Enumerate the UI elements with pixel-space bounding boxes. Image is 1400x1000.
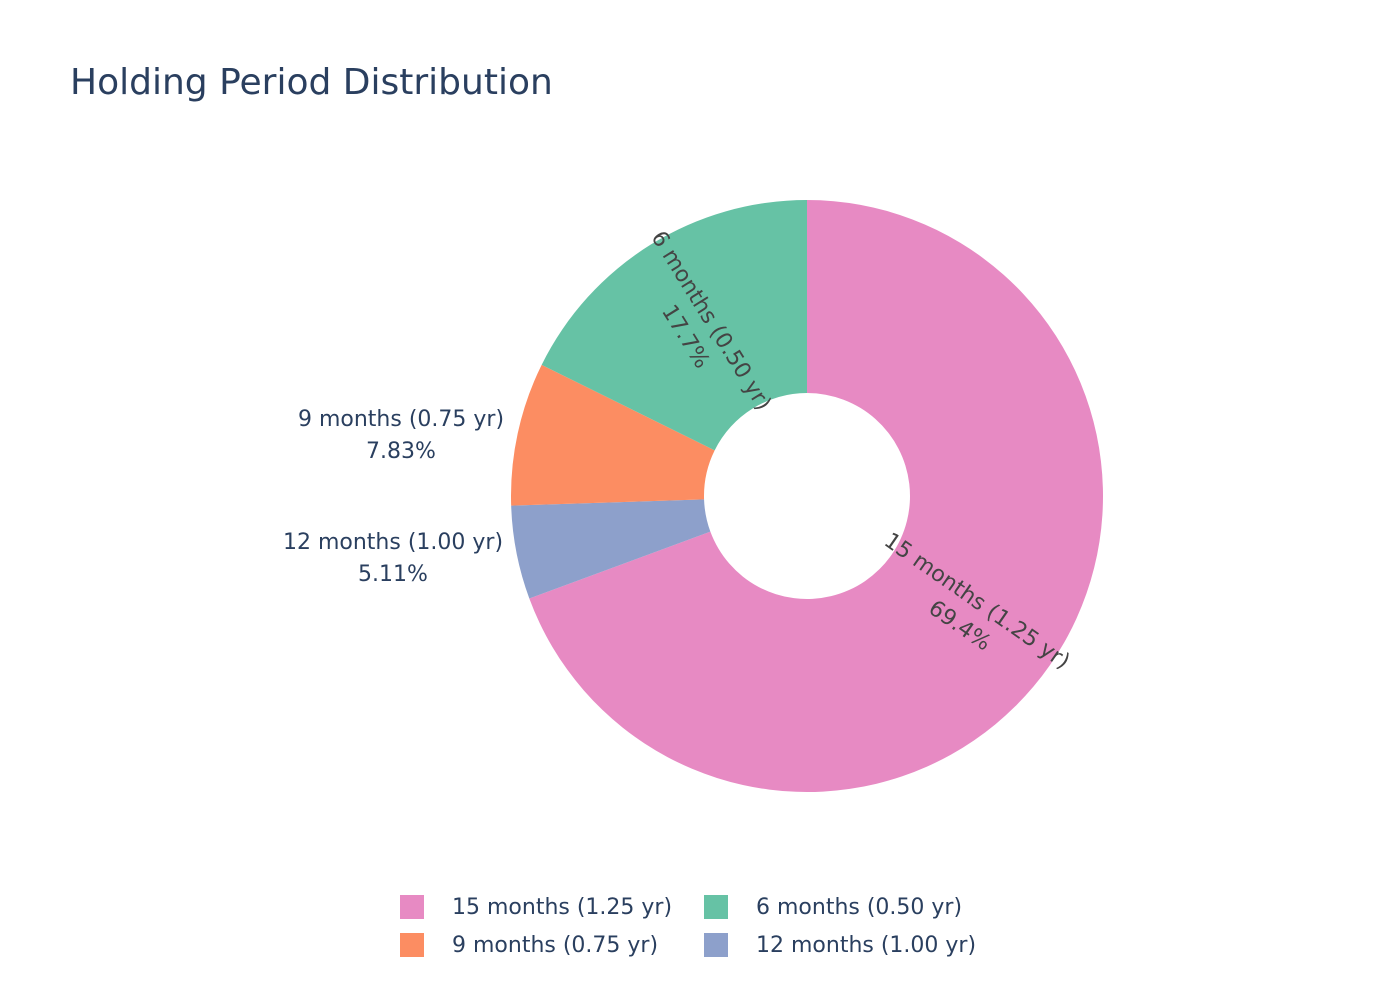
legend-item[interactable]: 9 months (0.75 yr): [400, 931, 704, 959]
slice-percent: 7.83%: [366, 439, 436, 464]
legend-item[interactable]: 15 months (1.25 yr): [400, 893, 704, 921]
legend-label: 6 months (0.50 yr): [756, 894, 963, 920]
slice-label: 12 months (1.00 yr): [283, 530, 503, 555]
legend-swatch: [704, 933, 728, 957]
legend-item[interactable]: 6 months (0.50 yr): [704, 893, 984, 921]
legend-label: 15 months (1.25 yr): [452, 894, 673, 920]
legend-label: 12 months (1.00 yr): [756, 932, 977, 958]
pie-slice[interactable]: [541, 200, 807, 451]
pie-slice[interactable]: [529, 200, 1104, 792]
pie-slice[interactable]: [511, 364, 715, 506]
slice-label: 9 months (0.75 yr): [298, 407, 504, 432]
legend-swatch: [400, 895, 424, 919]
legend-swatch: [400, 933, 424, 957]
chart-title: Holding Period Distribution: [70, 62, 553, 103]
legend-label: 9 months (0.75 yr): [452, 932, 659, 958]
pie-slice[interactable]: [511, 499, 711, 599]
legend-swatch: [704, 895, 728, 919]
slice-percent: 5.11%: [358, 562, 428, 587]
legend: 15 months (1.25 yr) 6 months (0.50 yr) 9…: [400, 893, 984, 959]
legend-item[interactable]: 12 months (1.00 yr): [704, 931, 984, 959]
